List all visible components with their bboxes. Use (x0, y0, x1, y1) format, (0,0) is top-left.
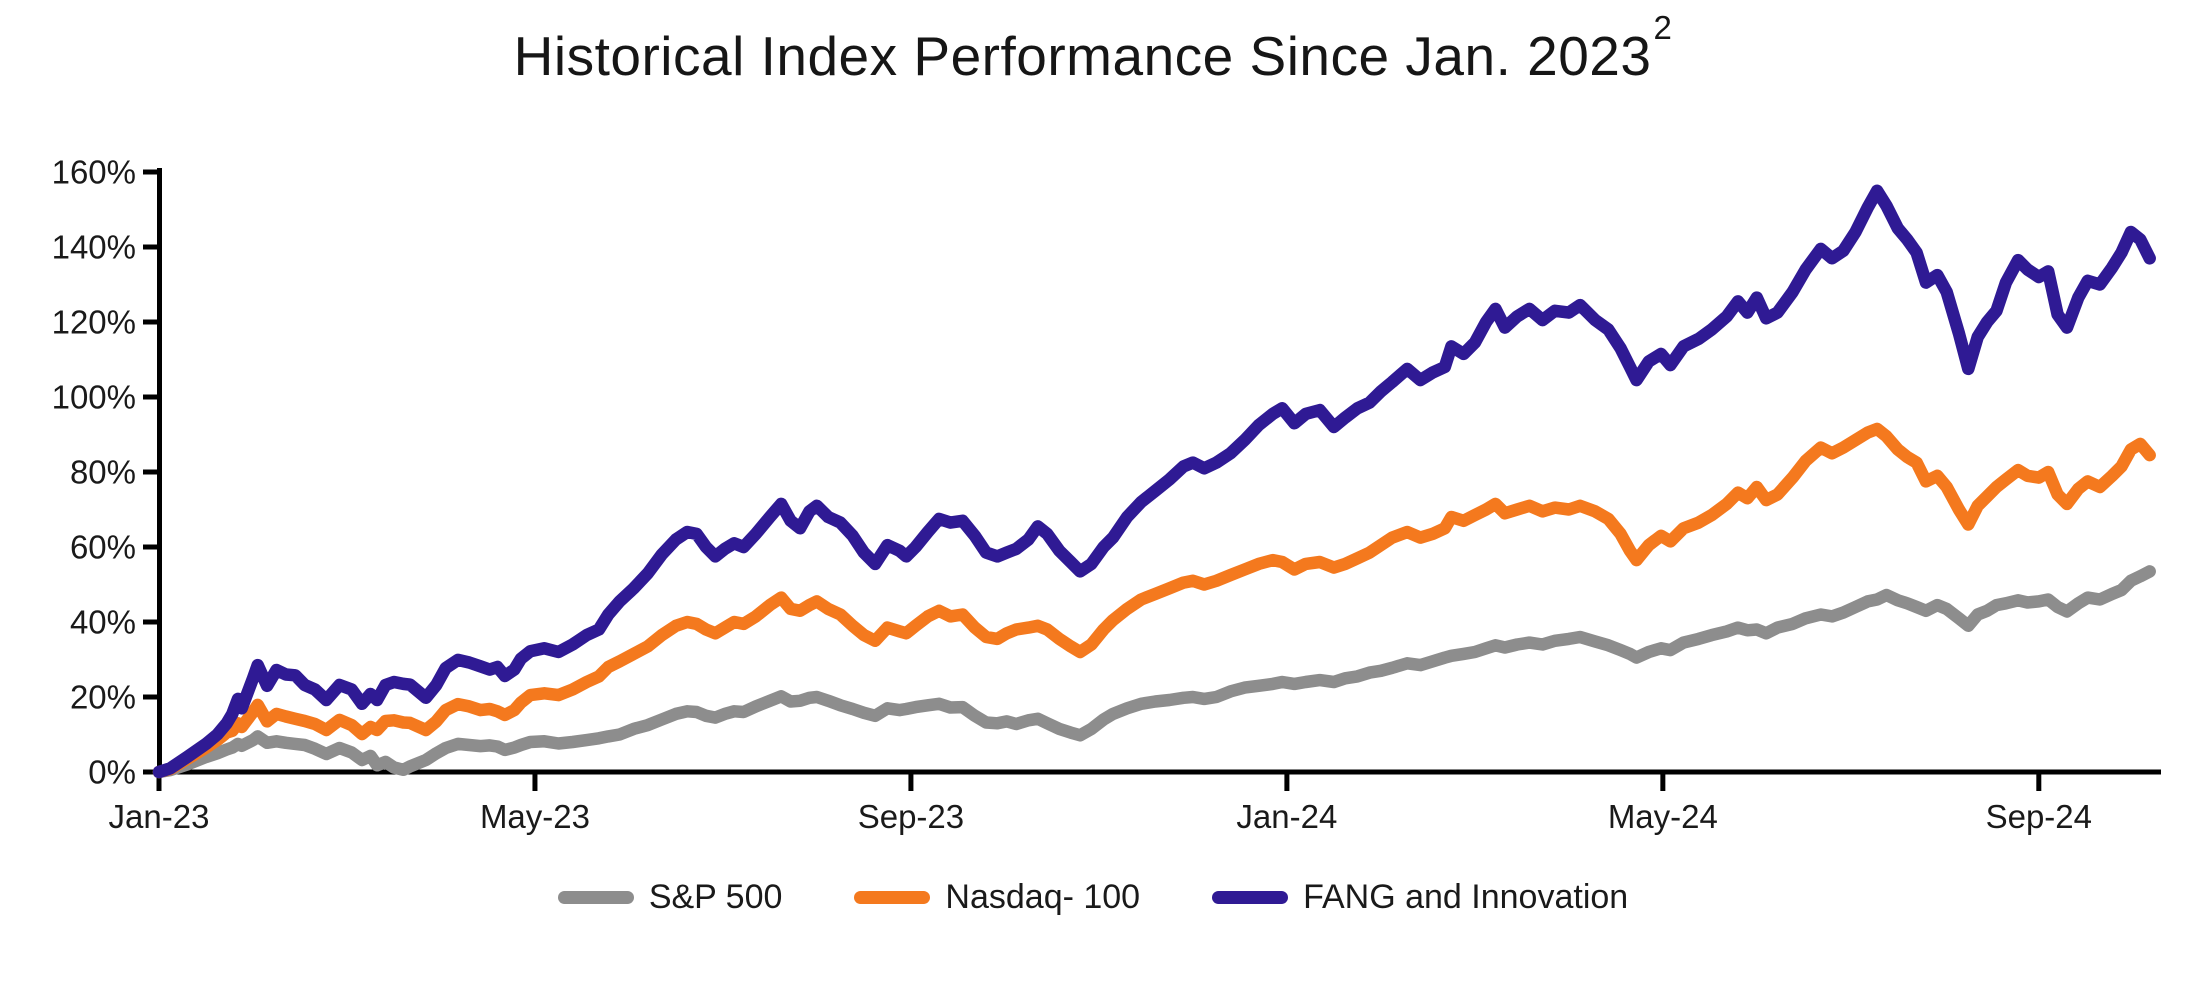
y-tick-label: 140% (52, 229, 136, 266)
chart-legend: S&P 500 Nasdaq- 100 FANG and Innovation (0, 878, 2186, 917)
x-tick-label: Jan-24 (1236, 798, 1337, 835)
x-tick-label: May-23 (480, 798, 590, 835)
legend-swatch-nasdaq-100 (854, 891, 931, 904)
legend-label-sp500: S&P 500 (648, 878, 783, 916)
y-tick-label: 100% (52, 379, 136, 416)
legend-label-fang-and-innovation: FANG and Innovation (1303, 878, 1629, 916)
y-tick-label: 80% (70, 454, 136, 491)
legend-label-nasdaq-100: Nasdaq- 100 (945, 878, 1141, 916)
y-tick-label: 120% (52, 304, 136, 341)
y-tick-label: 0% (88, 754, 136, 791)
legend-swatch-fang-and-innovation (1212, 891, 1289, 904)
series-line-fang-and-innovation (152, 184, 2156, 779)
x-tick-label: May-24 (1608, 798, 1718, 835)
y-tick-label: 60% (70, 529, 136, 566)
legend-swatch-sp500 (557, 891, 634, 904)
series-line-s-p-500 (152, 565, 2156, 779)
x-tick-label: Jan-23 (109, 798, 210, 835)
title-superscript: 2 (1653, 9, 1673, 47)
x-tick-label: Sep-23 (858, 798, 964, 835)
chart-title-text: Historical Index Performance Since Jan. … (513, 25, 1652, 87)
legend-item-nasdaq-100: Nasdaq- 100 (854, 878, 1140, 917)
chart-title: Historical Index Performance Since Jan. … (0, 9, 2186, 88)
legend-item-fang-and-innovation: FANG and Innovation (1212, 878, 1628, 917)
series-line-nasdaq-100 (152, 422, 2156, 779)
y-tick-label: 20% (70, 679, 136, 716)
x-tick-label: Sep-24 (1986, 798, 2092, 835)
y-tick-label: 40% (70, 604, 136, 641)
legend-item-sp500: S&P 500 (557, 878, 783, 917)
y-tick-label: 160% (52, 154, 136, 191)
